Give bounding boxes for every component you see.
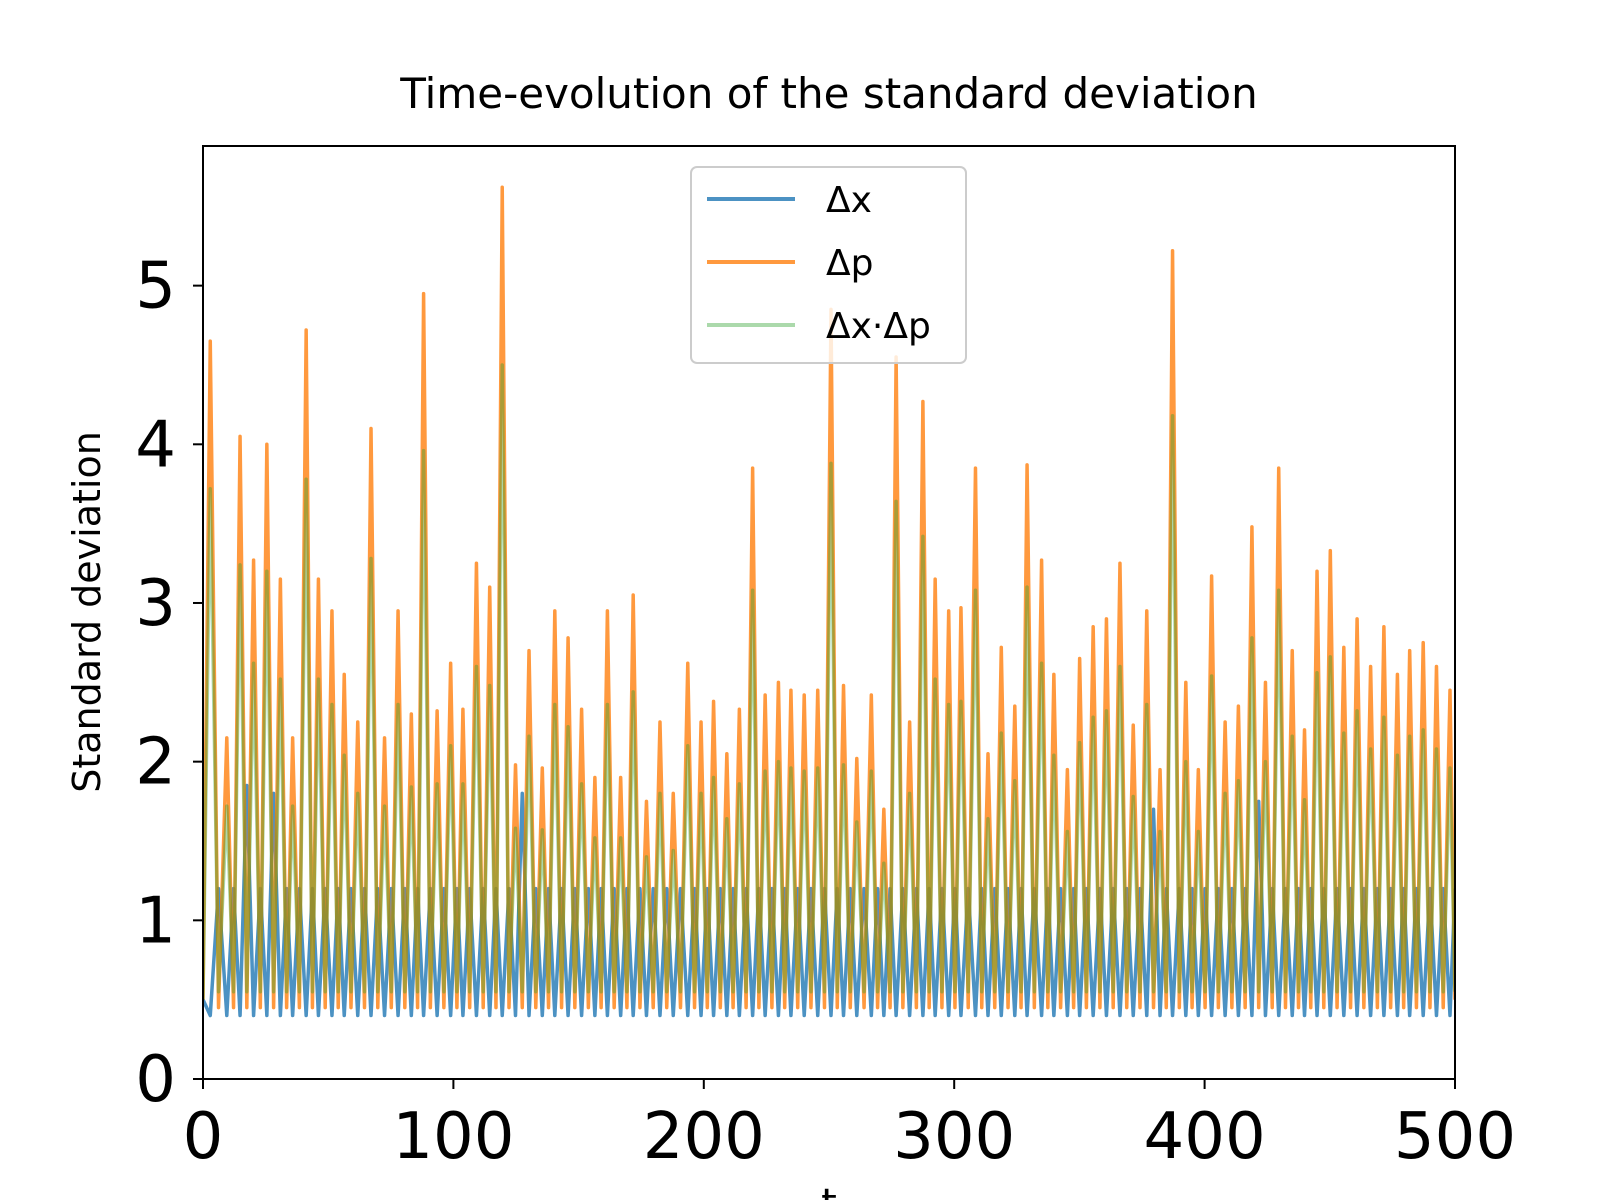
y-tick-label: 1 — [135, 884, 176, 958]
plot-frame — [202, 145, 1456, 1080]
x-tick-label: 300 — [893, 1100, 1015, 1174]
y-tick-label: 5 — [135, 250, 176, 324]
y-tick-label: 4 — [135, 408, 176, 482]
x-axis-label: t — [821, 1181, 837, 1200]
series-line — [203, 363, 1455, 1000]
legend: Δx Δp Δx·Δp — [690, 166, 967, 364]
legend-label: Δp — [826, 243, 873, 284]
y-tick-label: 3 — [135, 567, 176, 641]
x-tick-label: 400 — [1144, 1100, 1266, 1174]
x-tick-label: 0 — [183, 1100, 224, 1174]
legend-label: Δx — [826, 180, 872, 221]
y-tick-label: 2 — [135, 726, 176, 800]
legend-label: Δx·Δp — [826, 306, 931, 347]
chart-title: Time-evolution of the standard deviation — [399, 69, 1257, 118]
x-tick-label: 200 — [643, 1100, 765, 1174]
y-axis-label: Standard deviation — [65, 431, 109, 793]
x-tick-label: 500 — [1394, 1100, 1516, 1174]
legend-frame — [690, 166, 967, 364]
x-tick-label: 100 — [392, 1100, 514, 1174]
y-tick-label: 0 — [135, 1043, 176, 1117]
